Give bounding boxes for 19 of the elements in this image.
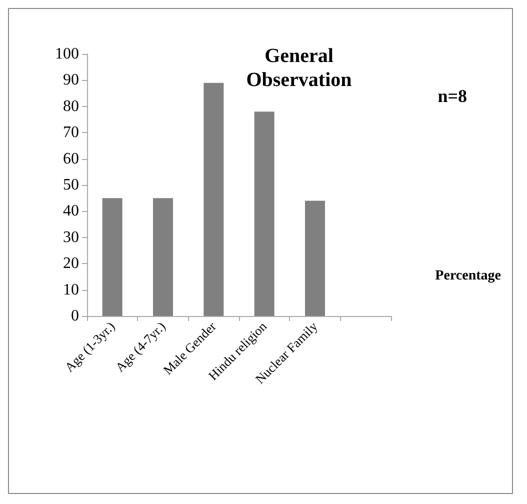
y-tick-label: 50 (63, 176, 79, 194)
y-tick-label: 30 (63, 228, 79, 246)
y-tick-label: 90 (63, 72, 79, 89)
text: n=8 (438, 86, 468, 106)
y-tick-label: 60 (63, 150, 79, 168)
y-tick-label: 100 (55, 46, 79, 62)
bar (254, 112, 274, 316)
chart-title: General Observation (246, 45, 352, 91)
y-tick-label: 40 (63, 202, 79, 220)
bar (305, 200, 325, 316)
y-tick-label: 10 (63, 281, 79, 298)
bar (204, 82, 224, 316)
y-tick-label: 20 (63, 255, 79, 272)
y-tick-label: 80 (63, 98, 79, 115)
bar (102, 198, 122, 316)
bar (153, 198, 173, 316)
y-tick-label: 70 (63, 124, 79, 142)
y-tick-label: 0 (71, 308, 79, 324)
text: Percentage (435, 268, 502, 284)
